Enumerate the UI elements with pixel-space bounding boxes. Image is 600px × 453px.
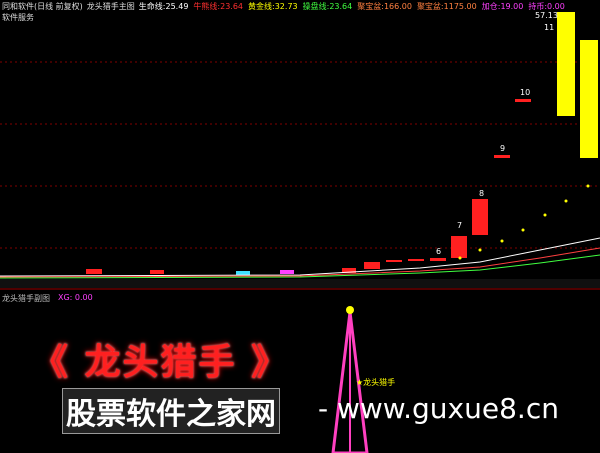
- stat: 持币:0.00: [528, 1, 565, 12]
- stat: 聚宝盆:166.00: [357, 1, 412, 12]
- stat-value: 1175.00: [443, 2, 477, 11]
- stat-label: 黄金线:: [248, 2, 275, 11]
- sector: 软件服务: [2, 13, 34, 22]
- price-labels: 57.13 11 10 9 8 7 6: [436, 11, 558, 256]
- stat-value: 19.00: [500, 2, 524, 11]
- sub-panel-header: 龙头猎手副图 XG: 0.00: [2, 293, 93, 304]
- price-label: 9: [500, 144, 505, 153]
- signal: ★龙头猎手: [356, 378, 396, 387]
- stat: 黄金线:32.73: [248, 1, 298, 12]
- spike: [331, 306, 369, 453]
- stat: 生命线:25.49: [139, 1, 189, 12]
- stat: 加仓:19.00: [482, 1, 524, 12]
- stat-value: 166.00: [383, 2, 412, 11]
- price-label: 57.13: [535, 11, 558, 20]
- stat: 聚宝盆:1175.00: [417, 1, 477, 12]
- header: 同和软件(日线 前复权) 龙头猎手主图 生命线:25.49 牛熊线:23.64 黄金…: [2, 1, 565, 12]
- watermark-title: 《 龙头猎手 》: [32, 342, 290, 383]
- lines: [0, 237, 600, 279]
- price-label: 7: [457, 221, 462, 230]
- candles: [86, 12, 598, 275]
- stat-value: 25.49: [165, 2, 189, 11]
- indicator: 龙头猎手主图: [86, 2, 135, 11]
- dots: [458, 184, 590, 260]
- stat-label: 持币:: [528, 2, 548, 11]
- stat: 牛熊线:23.64: [193, 1, 243, 12]
- stat-label: 聚宝盆:: [357, 2, 384, 11]
- watermark-url: - www.guxue8.cn: [318, 392, 559, 425]
- price-label: 10: [520, 88, 530, 97]
- stat-label: 操盘线:: [302, 2, 330, 11]
- stats: 生命线:25.49 牛熊线:23.64 黄金线:32.73 操盘线:23.64 聚宝盆:…: [139, 1, 565, 12]
- stat-value: 0.00: [547, 2, 565, 11]
- stat-value: 23.64: [220, 2, 244, 11]
- security: 同和软件(日线 前复权): [2, 2, 83, 11]
- ticker-band: [0, 279, 600, 288]
- grid: [0, 61, 600, 249]
- stat-label: 加仓:: [481, 2, 501, 11]
- stat-label: 牛熊线:: [193, 2, 221, 11]
- stat-label: 生命线:: [138, 2, 166, 11]
- price-label: 8: [479, 189, 484, 198]
- watermark-site: 股票软件之家网: [62, 388, 280, 434]
- stat-value: 23.64: [329, 2, 353, 11]
- stat-value: 32.73: [274, 2, 298, 11]
- price-label: 11: [544, 23, 554, 32]
- sub-title: 龙头猎手副图: [2, 294, 50, 303]
- stat: 操盘线:23.64: [303, 1, 353, 12]
- sub-stat: XG: 0.00: [58, 293, 93, 302]
- price-label: 6: [436, 247, 441, 256]
- stat-label: 聚宝盆:: [416, 2, 444, 11]
